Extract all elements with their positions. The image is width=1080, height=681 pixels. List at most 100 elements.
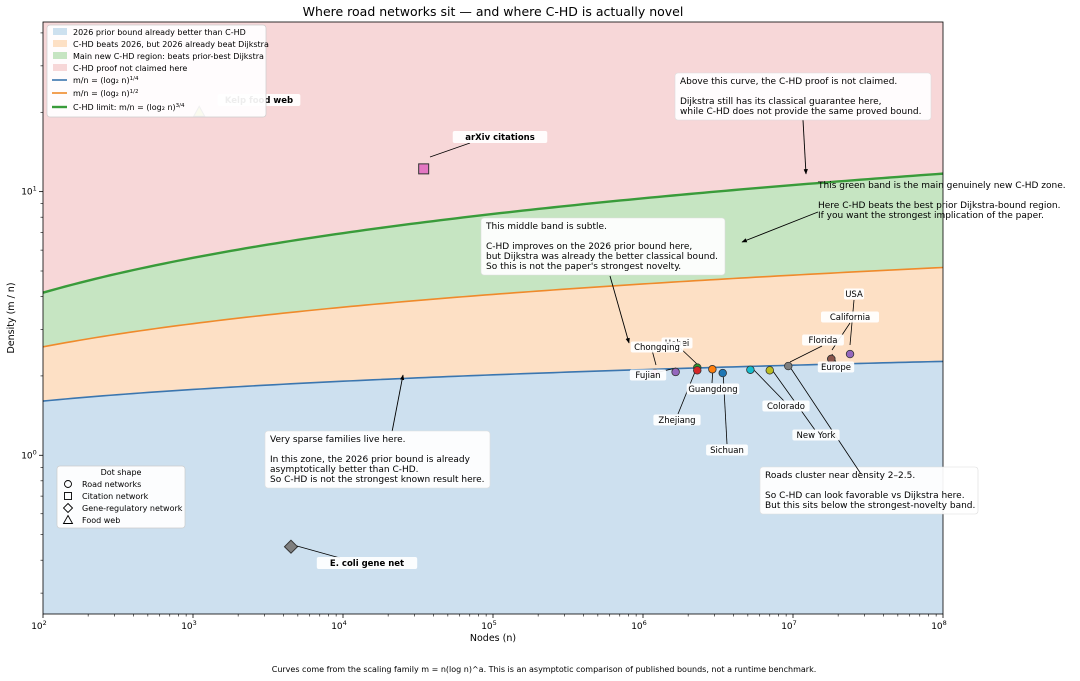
point-colorado — [746, 365, 755, 374]
leader-line — [789, 366, 862, 475]
label-text: Colorado — [767, 402, 805, 412]
x-tick-label: 103 — [181, 619, 197, 632]
point-new-york — [765, 366, 774, 375]
annotation-line: If you want the strongest implication of… — [818, 211, 1044, 221]
annotation-line: asymptotically better than C-HD. — [270, 465, 419, 475]
annotation-line: In this zone, the 2026 prior bound is al… — [270, 455, 471, 465]
label-text: New York — [797, 431, 836, 441]
axis-ticks: 102 103 104 105 106 107 108 100 101 — [21, 32, 947, 632]
y-axis-label: Density (m / n) — [6, 282, 17, 353]
annotation-line: Roads cluster near density 2–2.5. — [765, 471, 915, 481]
x-tick-label: 108 — [931, 619, 947, 632]
annotation-box — [480, 217, 726, 276]
label-text: California — [830, 313, 870, 323]
leader-line — [429, 142, 471, 158]
label-new-york: New York — [792, 429, 840, 441]
label-california: California — [821, 311, 879, 323]
legend-label: C-HD proof not claimed here — [73, 64, 187, 73]
shape-legend-box — [56, 465, 186, 529]
region-chd-beats-2026 — [43, 267, 943, 402]
legend-swatch — [53, 64, 67, 71]
label-box — [821, 311, 879, 323]
label-text: Chongqing — [634, 343, 680, 353]
x-tick-label: 105 — [481, 619, 497, 632]
label-colorado: Colorado — [762, 400, 810, 412]
label-text: Zhejiang — [658, 416, 695, 426]
leader-line — [722, 370, 728, 445]
annotation-line: So C-HD can look favorable vs Dijkstra h… — [765, 491, 965, 501]
shape-legend-label: Road networks — [82, 480, 141, 489]
plot-area: 102 103 104 105 106 107 108 100 101 Above this c… — [21, 21, 1066, 632]
shape-diamond-icon — [62, 502, 74, 514]
y-tick-label: 100 — [21, 448, 37, 461]
label-europe: Europe — [817, 361, 855, 373]
annotation-box — [674, 72, 932, 121]
arrow-sparse — [391, 374, 405, 433]
annotation-not-claimed: Above this curve, the C-HD proof is not … — [674, 72, 932, 121]
label-box — [686, 383, 740, 395]
x-tick-label: 107 — [781, 619, 797, 632]
curve-3 — [43, 172, 943, 294]
label-box — [653, 414, 701, 426]
shape-legend-label: Gene-regulatory network — [82, 504, 183, 513]
shape-triangle-icon — [62, 514, 74, 524]
label-box — [792, 429, 840, 441]
point-guangdong — [708, 365, 717, 374]
label-box — [817, 361, 855, 373]
legend-box — [46, 24, 267, 118]
label-e-coli-gene-net: E. coli gene net — [316, 557, 418, 569]
label-box — [802, 334, 844, 346]
leader-line — [789, 345, 823, 363]
annotation-line: So this is not the paper's strongest nov… — [486, 262, 681, 272]
legend-label: Main new C-HD region: beats prior-best D… — [73, 52, 264, 61]
annotation-line: This middle band is subtle. — [485, 222, 607, 232]
point-sichuan — [718, 368, 727, 378]
label-guangdong: Guangdong — [686, 383, 740, 395]
label-box — [452, 131, 548, 143]
shape-legend-label: Citation network — [82, 492, 149, 501]
label-text: Sichuan — [710, 446, 744, 456]
shape-circle-icon — [64, 480, 72, 488]
legend-swatch — [53, 40, 67, 47]
annotation-line: So C-HD is not the strongest known resul… — [270, 475, 485, 485]
label-text: arXiv citations — [465, 133, 535, 143]
legend-label: m/n = (log₂ n)1/2 — [73, 89, 138, 98]
label-usa: USA — [843, 288, 865, 300]
annotation-roads-cluster: Roads cluster near density 2–2.5. So C-HD… — [759, 466, 979, 515]
point-fujian — [671, 367, 680, 377]
label-text: Florida — [809, 336, 838, 346]
label-box — [843, 288, 865, 300]
point-zhejiang — [693, 366, 702, 375]
shape-legend: Dot shape Road networks Citation network Ge… — [56, 465, 186, 529]
legend-swatch — [53, 52, 67, 59]
label-arxiv-citations: arXiv citations — [452, 131, 548, 143]
chart-title: Where road networks sit — and where C-HD… — [303, 4, 684, 19]
label-box — [629, 369, 667, 381]
label-zhejiang: Zhejiang — [653, 414, 701, 426]
annotation-line: C-HD improves on the 2026 prior bound he… — [486, 242, 692, 252]
annotation-box — [759, 466, 979, 515]
label-fujian: Fujian — [629, 369, 667, 381]
label-text: Guangdong — [688, 385, 737, 395]
label-sichuan: Sichuan — [706, 444, 748, 456]
legend-label: C-HD limit: m/n = (log₂ n)3/4 — [73, 103, 185, 112]
curve-1 — [43, 360, 943, 402]
shape-legend-title: Dot shape — [101, 468, 142, 477]
legend-label: 2026 prior bound already better than C-H… — [73, 28, 246, 37]
point-arxiv-citations — [418, 163, 430, 175]
annotation-line: Dijkstra still has its classical guarant… — [680, 97, 882, 107]
point-labels: USA California Europe Florida New York Colora… — [217, 94, 879, 569]
label-box — [316, 557, 418, 569]
label-text: Europe — [821, 363, 851, 373]
x-tick-label: 104 — [331, 619, 347, 632]
label-florida: Florida — [802, 334, 844, 346]
annotation-line: but Dijkstra was already the better clas… — [486, 252, 718, 262]
region-prior-better — [43, 361, 943, 614]
annotation-arrows — [391, 119, 819, 433]
annotation-box — [264, 430, 491, 489]
annotation-sparse: Very sparse families live here. In this z… — [264, 430, 491, 489]
arrow-not-claimed — [802, 119, 808, 175]
curve-2 — [43, 266, 943, 348]
x-tick-label: 106 — [631, 619, 647, 632]
